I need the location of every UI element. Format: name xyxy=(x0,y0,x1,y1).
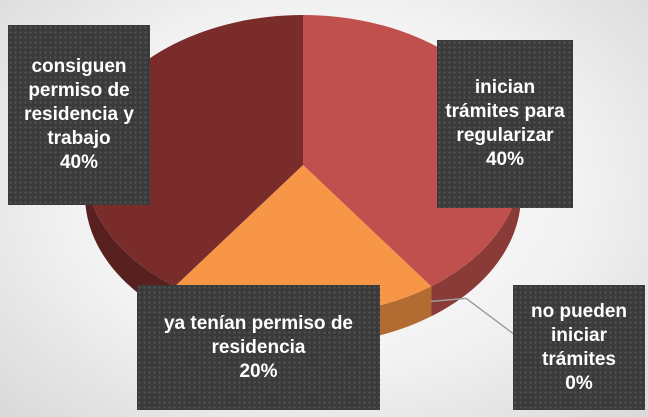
data-label: inician trámites para regularizar 40% xyxy=(437,40,573,208)
data-label: no pueden iniciar trámites 0% xyxy=(513,285,645,410)
label-value: 0% xyxy=(565,372,593,394)
label-value: 40% xyxy=(59,152,99,173)
label-category: consiguen permiso de residencia y trabaj… xyxy=(24,56,134,149)
label-category: inician trámites para regularizar xyxy=(445,77,565,146)
data-label: consiguen permiso de residencia y trabaj… xyxy=(8,25,150,205)
slice xyxy=(174,165,432,315)
label-category: no pueden iniciar trámites xyxy=(530,300,628,370)
label-value: 40% xyxy=(485,149,525,170)
leader-line xyxy=(431,297,516,336)
data-label: ya tenían permiso de residencia 20% xyxy=(137,285,380,410)
label-category: ya tenían permiso de residencia xyxy=(163,312,353,358)
label-value: 20% xyxy=(239,360,278,382)
slice-side xyxy=(85,165,175,317)
slice-side xyxy=(431,165,521,317)
